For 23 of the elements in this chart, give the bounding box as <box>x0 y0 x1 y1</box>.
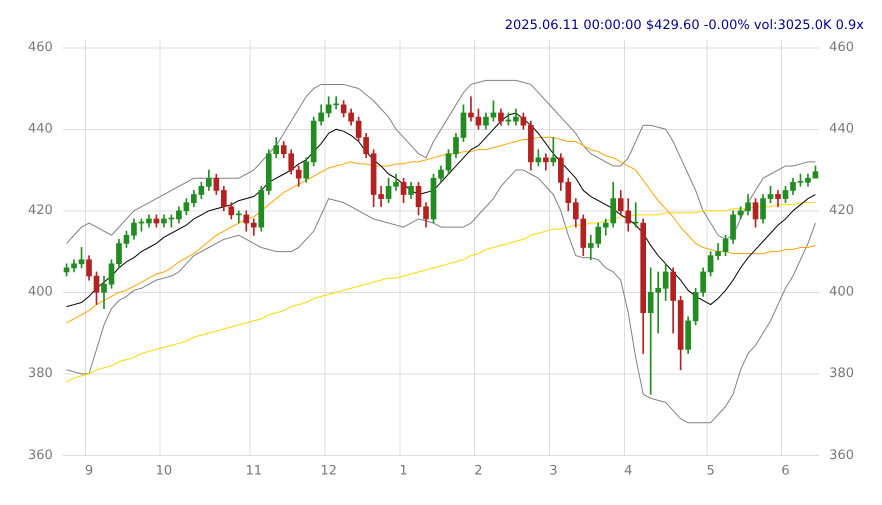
y2-tick-label: 380 <box>829 366 854 382</box>
x-tick-label: 3 <box>549 464 558 479</box>
y-tick-label: 420 <box>28 203 53 218</box>
y-tick-label: 460 <box>28 40 53 56</box>
x-tick-label: 1 <box>399 464 408 479</box>
y-tick-label: 380 <box>28 366 53 382</box>
x-tick-label: 4 <box>624 464 632 479</box>
y-tick-label: 400 <box>28 284 53 300</box>
x-tick-label: 11 <box>246 464 262 479</box>
chart-title: 2025.06.11 00:00:00 $429.60 -0.00% vol:3025.0K 0.9x <box>504 18 864 34</box>
y2-tick-label: 460 <box>829 40 854 56</box>
x-tick-label: 2 <box>474 464 483 479</box>
x-tick-label: 5 <box>706 464 715 479</box>
x-tick-label: 10 <box>156 464 172 479</box>
y-tick-label: 440 <box>28 122 53 137</box>
y-tick-label: 360 <box>28 448 53 463</box>
x-tick-label: 6 <box>781 464 790 479</box>
y2-tick-label: 440 <box>829 122 854 137</box>
y2-tick-label: 420 <box>829 203 854 218</box>
y2-tick-label: 360 <box>829 448 854 463</box>
x-tick-label: 12 <box>320 464 337 479</box>
y2-tick-label: 400 <box>829 284 854 300</box>
x-tick-label: 9 <box>84 464 94 479</box>
